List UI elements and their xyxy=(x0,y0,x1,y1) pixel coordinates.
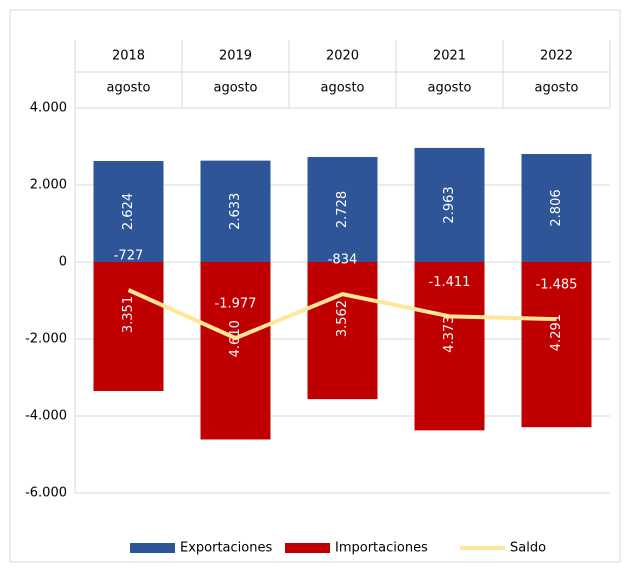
bar xyxy=(414,262,485,431)
legend-label: Importaciones xyxy=(335,541,428,556)
data-label: 2.728 xyxy=(335,191,350,228)
data-label: -727 xyxy=(114,248,144,263)
legend-swatch xyxy=(130,543,175,553)
y-tick-label: 4.000 xyxy=(30,101,67,116)
data-label: -1.411 xyxy=(429,275,471,290)
bar xyxy=(200,262,271,440)
data-label: -1.977 xyxy=(215,297,257,312)
y-tick-label: -6.000 xyxy=(25,486,67,501)
data-label: 3.562 xyxy=(335,300,350,337)
legend-label: Exportaciones xyxy=(180,541,272,556)
data-label: 3.351 xyxy=(121,296,136,333)
data-label: 4.291 xyxy=(549,314,564,351)
y-tick-label: 0 xyxy=(59,255,67,270)
bar xyxy=(521,153,592,262)
bar xyxy=(93,160,164,262)
data-label: -1.485 xyxy=(536,278,578,293)
x-tick-sublabel: agosto xyxy=(321,81,365,96)
bar xyxy=(521,262,592,428)
bar xyxy=(200,160,271,262)
legend-label: Saldo xyxy=(510,541,546,556)
legend-swatch xyxy=(285,543,330,553)
data-label: 4.373 xyxy=(442,316,457,353)
bar xyxy=(414,147,485,262)
data-label: -834 xyxy=(328,253,358,268)
x-tick-sublabel: agosto xyxy=(428,81,472,96)
data-label: 2.963 xyxy=(442,186,457,223)
x-tick-label: 2019 xyxy=(219,49,252,64)
x-tick-sublabel: agosto xyxy=(535,81,579,96)
x-tick-label: 2022 xyxy=(540,49,573,64)
data-label: 2.633 xyxy=(228,193,243,230)
x-tick-label: 2018 xyxy=(112,49,145,64)
data-label: 2.624 xyxy=(121,193,136,230)
bar xyxy=(307,262,378,400)
y-tick-label: -2.000 xyxy=(25,332,67,347)
y-tick-label: -4.000 xyxy=(25,409,67,424)
data-label: 2.806 xyxy=(549,189,564,226)
bar xyxy=(93,262,164,392)
line xyxy=(127,288,557,341)
y-tick-label: 2.000 xyxy=(30,178,67,193)
x-tick-sublabel: agosto xyxy=(214,81,258,96)
x-tick-label: 2020 xyxy=(326,49,359,64)
x-tick-label: 2021 xyxy=(433,49,466,64)
bar xyxy=(307,156,378,262)
x-tick-sublabel: agosto xyxy=(107,81,151,96)
